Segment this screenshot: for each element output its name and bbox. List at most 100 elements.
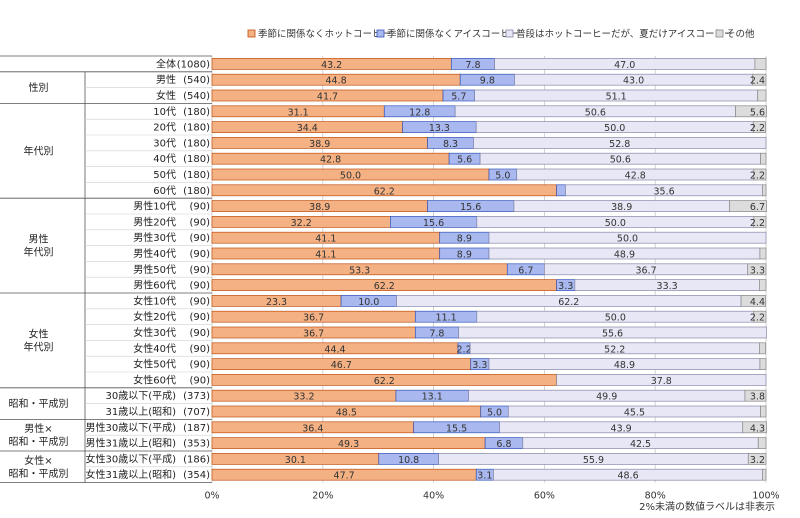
segment-value-label: 10.0	[358, 297, 379, 308]
x-tick-label: 80%	[645, 491, 666, 502]
group-label: 女性×昭和・平成別	[9, 454, 69, 480]
segment-value-label: 15.6	[460, 202, 481, 213]
row-label: 31歳以上(昭和)	[105, 406, 176, 418]
segment-value-label: 4.4	[750, 297, 765, 308]
bar-segment	[753, 216, 767, 228]
row-label: 男性20代	[133, 215, 176, 228]
legend-swatch	[376, 29, 385, 38]
row-label: 女性30歳以下(平成)	[85, 452, 176, 465]
segment-value-label: 2.4	[750, 76, 765, 87]
segment-value-label: 43.0	[623, 76, 644, 87]
segment-value-label: 49.9	[596, 392, 617, 403]
row-count: (180)	[183, 186, 210, 197]
segment-value-label: 48.5	[336, 408, 357, 419]
segment-value-label: 62.2	[374, 376, 395, 387]
row-label: 30代	[153, 137, 176, 149]
bar-segment	[759, 247, 767, 260]
row-count: (90)	[189, 265, 210, 276]
segment-value-label: 30.1	[285, 455, 306, 466]
row-count: (90)	[189, 344, 210, 355]
bar-segment	[747, 453, 767, 465]
segment-value-label: 41.1	[315, 234, 336, 245]
row-count: (180)	[183, 138, 210, 149]
segment-value-label: 3.3	[472, 360, 487, 371]
row-count: (180)	[183, 123, 210, 134]
segment-value-label: 2.2	[750, 218, 765, 229]
bar-segment	[760, 152, 767, 165]
group-label: 年代別	[24, 144, 54, 157]
row-count: (354)	[183, 470, 210, 481]
group-label: 男性×昭和・平成別	[9, 422, 69, 448]
x-tick-label: 40%	[423, 491, 444, 502]
segment-value-label: 13.1	[422, 392, 443, 403]
bar-segment	[473, 137, 767, 149]
segment-value-label: 15.5	[446, 423, 467, 434]
segment-value-label: 41.7	[317, 92, 338, 103]
row-label: 男性31歳以上(昭和)	[85, 437, 176, 450]
segment-value-label: 36.7	[303, 313, 324, 324]
row-count: (353)	[183, 439, 210, 450]
segment-value-label: 5.6	[750, 107, 765, 118]
segment-value-label: 6.7	[750, 202, 765, 213]
bar-segment	[742, 421, 767, 434]
segment-value-label: 5.6	[457, 155, 472, 166]
segment-value-label: 36.4	[302, 423, 323, 434]
segment-value-label: 36.7	[635, 265, 656, 276]
segment-value-label: 3.1	[477, 471, 492, 482]
segment-value-label: 3.3	[750, 265, 765, 276]
x-axis: 0% 20% 40% 60% 80% 100%	[204, 491, 779, 502]
segment-value-label: 53.3	[349, 265, 370, 276]
row-count: (90)	[189, 296, 210, 307]
segment-value-label: 7.8	[429, 329, 444, 340]
segment-value-label: 48.9	[614, 250, 635, 261]
segment-value-label: 33.3	[657, 281, 678, 292]
row-count: (540)	[183, 91, 210, 102]
segment-value-label: 2.2	[750, 123, 765, 134]
legend-swatch	[505, 29, 514, 38]
row-label: 男性50代	[133, 263, 176, 276]
segment-value-label: 62.2	[374, 281, 395, 292]
segment-value-label: 49.3	[338, 439, 359, 450]
row-count: (90)	[189, 202, 210, 213]
segment-value-label: 4.3	[750, 423, 765, 434]
bar-segment	[729, 200, 767, 212]
segment-value-label: 50.0	[340, 171, 361, 182]
segment-value-label: 3.3	[558, 281, 573, 292]
bar-segment	[762, 468, 767, 481]
bar-segment	[754, 58, 767, 70]
segment-value-label: 5.0	[495, 171, 510, 182]
row-label: 女性50代	[133, 358, 176, 371]
group-label: 昭和・平成別	[9, 398, 69, 410]
bar-segment	[762, 184, 767, 197]
segment-value-label: 42.8	[625, 171, 646, 182]
row-count: (180)	[183, 107, 210, 118]
segment-value-label: 38.9	[611, 202, 632, 213]
segment-value-label: 43.9	[611, 423, 632, 434]
segment-value-label: 45.5	[624, 408, 645, 419]
row-label: 20代	[153, 122, 176, 134]
row-count: (540)	[183, 75, 210, 86]
bar-segment	[757, 89, 767, 102]
x-tick-label: 0%	[204, 491, 219, 502]
segment-value-label: 42.5	[630, 439, 651, 450]
bar-segment	[458, 326, 767, 339]
row-label: 女性31歳以上(昭和)	[85, 468, 176, 481]
bar-segment	[735, 105, 767, 118]
segment-value-label: 6.8	[496, 439, 511, 450]
segment-value-label: 50.0	[604, 123, 625, 134]
row-label: 女性60代	[133, 373, 176, 386]
segment-value-label: 35.6	[653, 186, 674, 197]
segment-value-label: 55.9	[583, 455, 604, 466]
segment-value-label: 3.8	[750, 392, 765, 403]
row-count: (90)	[189, 312, 210, 323]
row-label: 女性	[156, 89, 176, 102]
bar-segment	[753, 168, 767, 181]
segment-value-label: 48.9	[614, 360, 635, 371]
x-tick-label: 20%	[312, 491, 333, 502]
segment-value-label: 36.7	[303, 329, 324, 340]
legend-swatch	[247, 29, 256, 38]
segment-value-label: 32.2	[291, 218, 312, 229]
segment-value-label: 62.2	[374, 186, 395, 197]
row-label: 40代	[153, 153, 176, 165]
